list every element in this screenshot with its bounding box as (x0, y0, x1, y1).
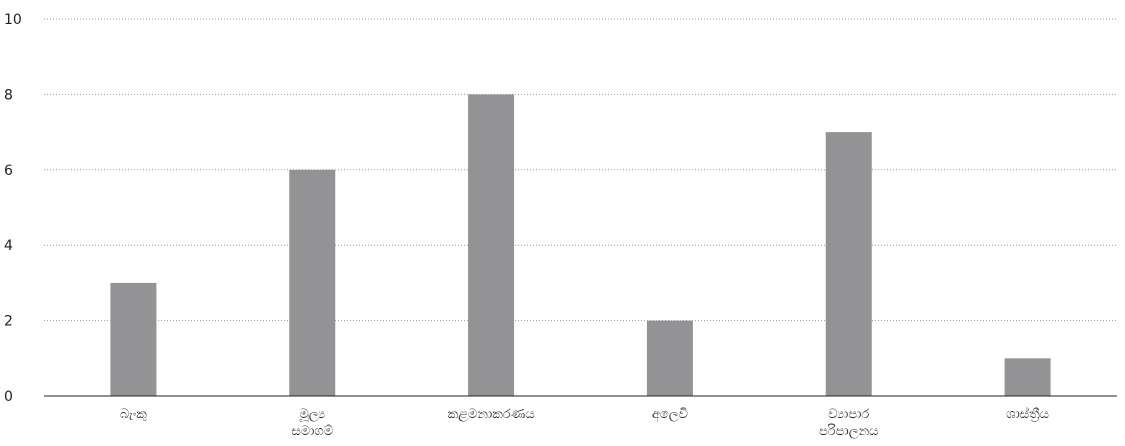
x-tick-label: කළමනාකරණය (448, 407, 535, 422)
x-tick-label: සමාගම් (291, 424, 333, 439)
x-tick-label: මූල්‍ය (299, 407, 325, 422)
bar (825, 132, 872, 396)
bar (646, 320, 693, 396)
x-tick-label: පරිපාලනය (819, 423, 879, 439)
bar (468, 94, 515, 397)
y-tick-label: 8 (4, 87, 13, 103)
bar (1004, 358, 1051, 396)
x-tick-label: ව්‍යාපාර (828, 407, 869, 422)
y-tick-label: 0 (4, 389, 13, 405)
y-tick-label: 2 (4, 314, 13, 330)
y-tick-label: 4 (4, 238, 13, 254)
x-tick-label: ශාස්ත්‍රීය (1006, 406, 1049, 422)
x-tick-label: බැංකු (120, 407, 147, 422)
y-tick-label: 6 (4, 163, 13, 179)
bar (289, 169, 336, 396)
bar (110, 282, 157, 396)
x-tick-label: අලෙවි (652, 407, 688, 422)
y-tick-label: 10 (4, 12, 22, 28)
